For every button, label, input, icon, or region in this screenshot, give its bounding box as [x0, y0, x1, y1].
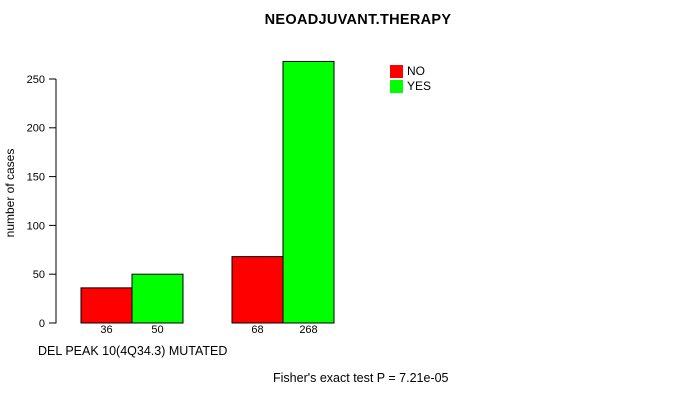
annotation-fisher-test: Fisher's exact test P = 7.21e-05 [273, 371, 449, 385]
bar-value-label-yes-group2: 268 [299, 324, 317, 336]
y-tick-label: 250 [27, 74, 45, 86]
legend-item-no: NO [390, 64, 431, 79]
bar-value-label-no-group2: 68 [251, 324, 263, 336]
bar-value-label-yes-group1: 50 [151, 324, 163, 336]
legend-swatch-yes [390, 80, 403, 93]
y-tick-label: 100 [27, 220, 45, 232]
y-tick-label: 50 [33, 269, 45, 281]
legend-label-yes: YES [407, 79, 432, 93]
y-tick-label: 0 [39, 318, 45, 330]
legend-item-yes: YES [390, 79, 431, 94]
bar-no-group1 [80, 287, 133, 324]
legend: NO YES [390, 64, 431, 94]
chart-title: NEOADJUVANT.THERAPY [264, 12, 452, 28]
y-axis-title: number of cases [3, 149, 17, 238]
bar-yes-group1 [131, 273, 184, 324]
bar-value-label-no-group1: 36 [100, 324, 112, 336]
y-tick-label: 150 [27, 171, 45, 183]
bar-no-group2 [231, 256, 284, 324]
legend-swatch-no [390, 65, 403, 78]
bar-yes-group2 [282, 60, 335, 324]
x-axis-label: DEL PEAK 10(4Q34.3) MUTATED [38, 344, 228, 358]
legend-label-no: NO [407, 64, 425, 78]
y-tick-label: 200 [27, 123, 45, 135]
